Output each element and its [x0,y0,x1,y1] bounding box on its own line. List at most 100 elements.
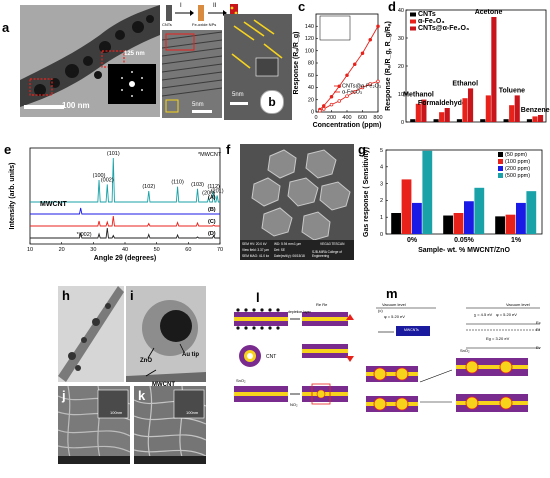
chart-d-annotation: Methanol [403,92,434,99]
chart-c-ytick-label: 20 [308,97,314,103]
chart-g-bar [401,179,412,234]
chart-g-bar [526,191,537,234]
panel-j: 100nm j [58,386,130,464]
m-vacuum-right: Vacuum level [506,302,530,307]
tem-main-figure [20,5,160,117]
chart-c-point-1 [368,82,372,86]
panel-a: a 100 nm 125 nm I II [0,0,292,120]
chart-d-bar [410,119,416,122]
chart-c-legend-label: α-Fe₂O₃ [342,90,362,96]
band-diagram-schematic-m [366,307,540,412]
panel-d-letter: d [388,0,396,14]
l-re-label: Re Re [316,302,328,307]
chart-g-legend-swatch [498,173,503,178]
chart-c-ytick-label: 140 [305,24,314,30]
chart-d-bar [467,88,474,122]
chart-c-ytick-label: 80 [308,61,314,67]
chart-g-xlabel: Sample- wt. % MWCNT/ZnO [418,247,510,254]
m-chi: χ = 4.5 eV [474,312,493,317]
chart-d-ytick-label: 10 [398,92,404,98]
chart-d-ytick-label: 0 [401,120,404,126]
chart-e-series-0 [30,157,220,203]
sem-info-hv: SEM HV: 20.0 kV [242,242,267,246]
chart-d-annotation: Formaldehyde [418,100,466,107]
chart-d-bar [503,119,509,122]
chart-e-xtick-label: 40 [122,247,128,253]
chart-g-legend-swatch [498,159,503,164]
panel-m-letter: m [386,286,398,301]
cnt-rod-icon [166,5,172,21]
chart-e-peak-label: (002) [101,177,114,183]
chart-d-bar [509,105,515,122]
m-vacuum-left: Vacuum level [382,302,406,307]
chart-g-bar [505,214,516,234]
chart-e-ylabel: Intensity (arb. units) [9,163,16,230]
chart-d-bar [537,115,544,122]
panel-l-letter: l [256,290,260,305]
panel-b-letter-badge: b [260,90,284,114]
chart-c-point-1 [345,94,349,98]
chart-g-legend-label: (100 ppm) [505,159,530,165]
chart-c-point-1 [322,107,326,111]
chart-e-peak-label: (101) [107,151,120,157]
chart-c-point-0 [352,62,357,66]
panel-c: c 0 200 400 600 800 0 20 40 60 80 100 120 140 Concent… [292,0,384,136]
flow-step-2: II [213,3,217,9]
chart-d-ylabel: Response (Rₐ/R_g, R_g/Rₐ) [385,21,392,111]
chart-g-bar [464,201,474,234]
l-depletion-label: depletion layer [288,310,311,314]
panel-g-letter: g [358,142,366,157]
panel-k: 100nm k [134,386,206,464]
chart-d-bar [532,116,538,122]
sem-info-scale: 1 µm [294,242,302,246]
chart-d-bar [462,98,468,122]
panel-f-letter: f [226,142,231,157]
tem-i-mwcnt-label: MWCNT [152,382,175,388]
m-eg: Eg = 3.20 eV [486,336,510,341]
chart-g-ytick-label: 3 [380,181,383,187]
panel-k-letter: k [138,388,146,403]
chart-c-point-1 [337,99,341,103]
panel-i: Au tip ZnO i MWCNT [126,286,206,388]
cnt-cross-section [239,345,261,367]
chart-g-ytick-label: 0 [380,232,383,238]
chart-g-bar [495,216,505,234]
sem-k-inset-scale: 100nm [186,410,199,415]
tem-i-zno-label: ZnO [140,358,152,364]
chart-g-bar [412,202,422,234]
m-ef: Ef [536,327,540,332]
m-phi-right: φ = 5.20 eV [496,312,517,317]
chart-e-series-2 [30,215,220,227]
flow-left-label: CNTs [162,22,172,27]
panel-i-letter: i [130,288,134,303]
panel-j-letter: j [62,388,66,403]
chart-c-ytick-label: 60 [308,73,314,79]
chart-c-point-1 [318,109,322,113]
panel-g: g 0 1 2 3 4 5 Gas response ( Sensitivity) Sampl… [356,140,550,262]
hrtem-scale-label: 5nm [192,102,204,108]
chart-e-xtick-label: 50 [154,247,160,253]
chart-e-xtick-label: 70 [217,247,223,253]
sem-info-wd: WD: 5.94 mm [274,242,294,246]
chart-e-frame [29,147,221,245]
chart-c-xtick-label: 200 [327,115,336,121]
response-concentration-chart: 0 200 400 600 800 0 20 40 60 80 100 120 140 Concentra… [293,13,383,129]
final-rod-icon [230,4,238,22]
chart-e-series-tag: (C) [208,219,216,225]
sem-info-det: Det: SE [274,248,285,252]
chart-d-bar [514,95,520,122]
panel-h-letter: h [62,288,70,303]
m-ev: Ev [536,345,541,350]
chart-e-xtick-label: 30 [90,247,96,253]
tem-i-au-label: Au tip [182,352,199,358]
chart-e-series-tag: (A) [208,195,216,201]
chart-d-bar [415,103,421,122]
chart-d-annotation: Acetone [475,9,503,16]
sem-j-inset-scale: 100nm [110,410,123,415]
sensing-mechanism-schematic-l [234,308,354,405]
chart-e-peak-label: (112) [207,184,220,190]
flow-step-1: I [180,3,182,9]
chart-e-peak-label: (102) [142,184,155,190]
chart-d-annotation: Toluene [499,87,525,94]
m-ec: Ec [536,320,541,325]
